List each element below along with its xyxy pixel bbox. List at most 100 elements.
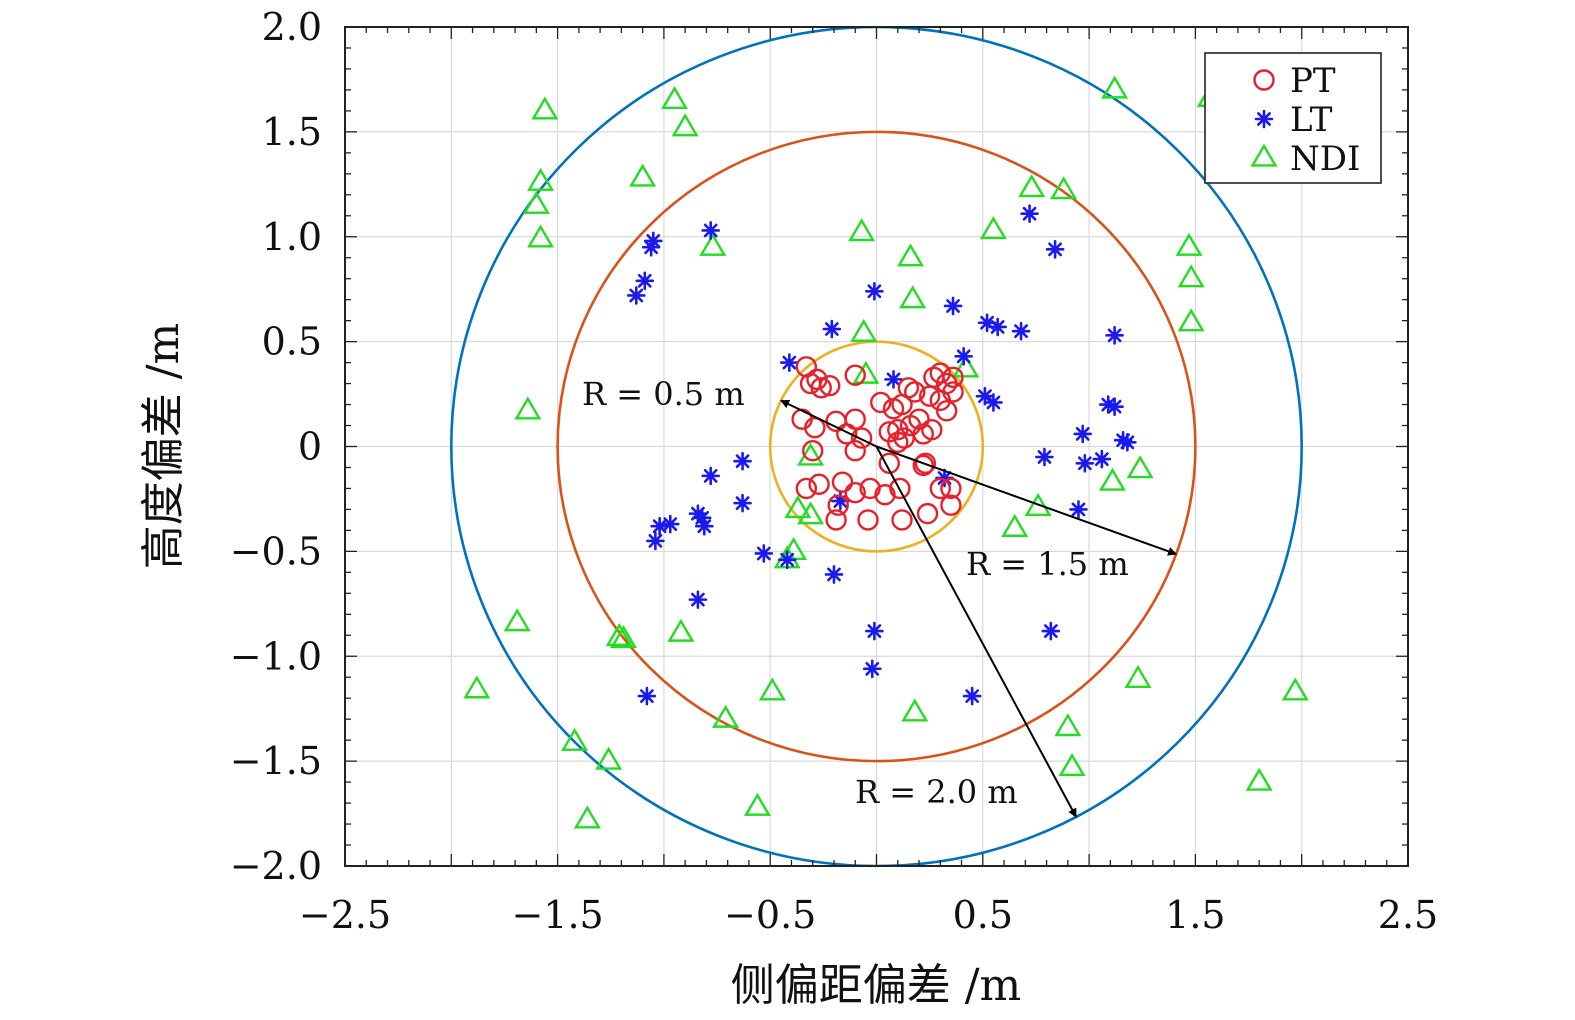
data-point-ndi: [671, 113, 699, 137]
data-point-lt: [701, 221, 720, 240]
data-point-lt: [865, 621, 884, 641]
radius-arrows: R = 0.5 m R = 1.5 m R = 2.0 m: [582, 375, 1178, 818]
data-point-ndi: [667, 618, 695, 642]
data-point-lt: [1020, 204, 1039, 223]
x-axis-title: 侧偏距偏差 /m: [731, 960, 1022, 1011]
data-point-pt: [808, 473, 830, 495]
data-point-pt: [825, 509, 847, 531]
data-point-ndi: [852, 360, 880, 384]
data-point-ndi: [661, 86, 689, 110]
data-point-ndi: [527, 167, 555, 191]
data-point-ndi: [629, 163, 657, 187]
data-point-pt: [921, 419, 943, 441]
data-point-ndi: [1024, 492, 1052, 516]
error-circle: [556, 130, 1197, 763]
data-point-pt: [942, 366, 964, 388]
radius-arrow: [876, 445, 1178, 556]
data-point-ndi: [1281, 677, 1309, 701]
data-point-lt: [988, 317, 1007, 337]
data-point-ndi: [1124, 664, 1152, 688]
error-circle: [450, 27, 1303, 866]
radius-arrow: [780, 399, 877, 448]
data-point-pt: [908, 408, 930, 430]
x-tick-label: −2.5: [299, 893, 391, 937]
data-point-lt: [754, 544, 774, 563]
data-point-ndi: [899, 285, 927, 309]
x-tick-label: 1.5: [1165, 893, 1225, 937]
data-point-lt: [646, 531, 665, 551]
data-point-lt: [1035, 447, 1054, 467]
data-point-pt: [857, 509, 879, 531]
data-point-ndi: [1177, 308, 1205, 332]
data-point-lt: [975, 386, 995, 406]
data-point-lt: [824, 565, 844, 584]
data-point-pt: [935, 400, 958, 422]
data-point-ndi: [952, 354, 980, 378]
data-point-lt: [641, 237, 661, 257]
data-point-lt: [780, 353, 799, 372]
data-point-ndi: [784, 495, 812, 519]
radius-arrow: [875, 446, 1077, 818]
data-point-pt: [874, 484, 896, 506]
legend-label-ndi: NDI: [1290, 139, 1360, 179]
data-point-lt: [688, 504, 708, 523]
data-point-pt: [844, 481, 866, 504]
data-point-pt: [827, 494, 849, 516]
data-point-lt: [1075, 453, 1095, 473]
data-point-pt: [844, 364, 866, 386]
data-point-pt: [887, 431, 909, 454]
data-point-pt: [844, 439, 866, 462]
x-tick-label: −1.5: [511, 893, 603, 937]
data-point-lt: [1105, 397, 1124, 416]
data-point-pt: [810, 377, 832, 399]
data-point-lt: [962, 686, 982, 706]
data-point-ndi: [699, 232, 727, 256]
data-point-lt: [733, 451, 752, 471]
data-point-pt: [859, 477, 881, 500]
data-point-lt: [1092, 449, 1112, 469]
data-point-ndi: [1054, 713, 1082, 737]
x-tick-label: 2.5: [1378, 893, 1438, 937]
data-point-pt: [889, 477, 911, 500]
y-tick-label: 2.0: [262, 5, 322, 49]
data-point-pt: [929, 477, 951, 500]
data-point-lt: [1073, 424, 1093, 444]
data-point-ndi: [514, 396, 542, 420]
data-point-lt: [701, 466, 720, 486]
data-point-lt: [1011, 321, 1031, 341]
data-point-lt: [688, 590, 708, 609]
data-point-ndi: [712, 704, 740, 728]
legend-marker-lt: [1254, 109, 1274, 129]
data-point-lt: [865, 281, 884, 301]
data-point-pt: [795, 477, 818, 500]
data-point-pt: [912, 454, 934, 477]
data-point-ndi: [561, 727, 589, 751]
data-point-ndi: [743, 792, 771, 816]
data-point-ndi: [901, 698, 929, 722]
data-point-ndi: [897, 243, 925, 267]
data-point-ndi: [531, 96, 559, 120]
data-point-pt: [929, 362, 951, 384]
data-point-pt: [940, 494, 962, 516]
data-point-ndi: [1245, 767, 1273, 791]
data-point-lt: [1098, 395, 1118, 414]
data-point-lt: [831, 491, 850, 511]
data-point-ndi: [1101, 75, 1129, 99]
data-series: [463, 75, 1309, 829]
data-point-ndi: [522, 190, 550, 214]
data-point-ndi: [758, 677, 786, 701]
series-pt: [791, 356, 964, 531]
data-point-lt: [1105, 326, 1124, 345]
data-point-pt: [914, 452, 937, 474]
data-point-lt: [626, 286, 646, 305]
data-point-lt: [943, 296, 963, 316]
y-tick-label: −2.0: [230, 844, 322, 888]
series-lt: [626, 204, 1137, 706]
data-point-ndi: [848, 218, 876, 242]
legend-marker-pt: [1253, 69, 1275, 91]
data-point-ndi: [1001, 513, 1029, 537]
error-circles: [450, 27, 1303, 866]
y-tick-label: −1.0: [230, 634, 322, 678]
data-point-pt: [918, 385, 941, 407]
legend-box: [1204, 52, 1382, 184]
